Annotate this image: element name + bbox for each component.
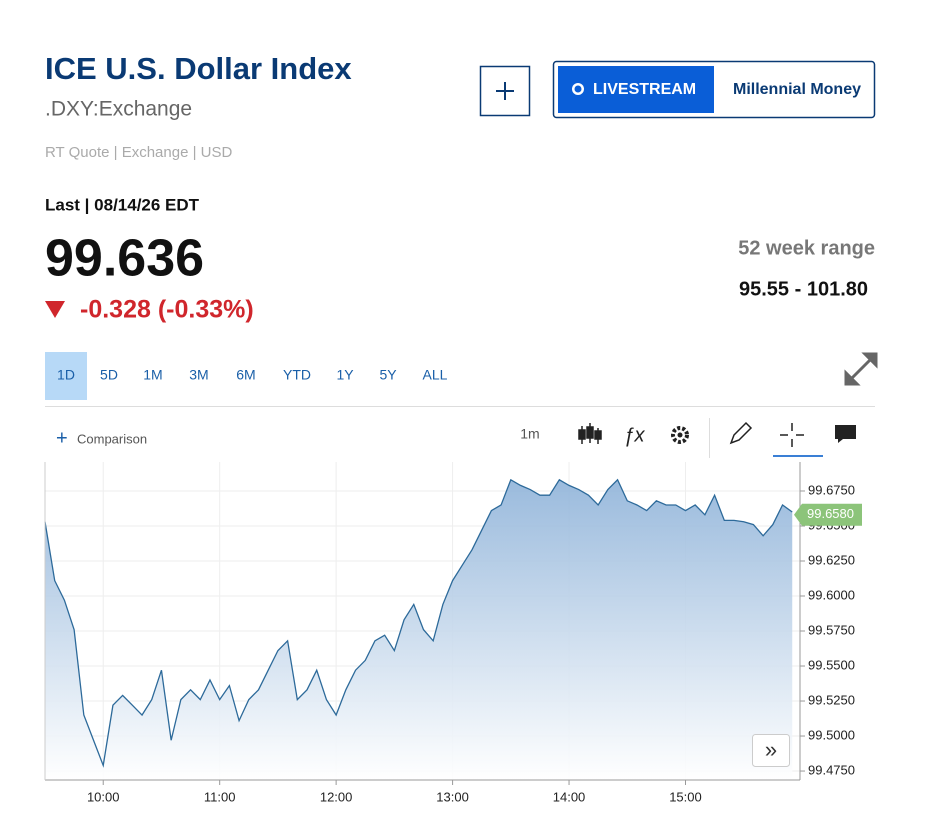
- comment-icon[interactable]: [835, 425, 856, 443]
- x-tick-label: 12:00: [320, 789, 353, 804]
- livestream-button[interactable]: LIVESTREAM: [558, 66, 714, 113]
- current-price-label: 99.6580: [807, 506, 854, 521]
- tab[interactable]: ALL: [423, 367, 448, 383]
- tab[interactable]: 1Y: [336, 367, 354, 383]
- y-tick-label: 99.6750: [808, 482, 855, 497]
- tab[interactable]: 1M: [143, 367, 162, 383]
- show-name[interactable]: Millennial Money: [733, 81, 861, 98]
- x-tick-label: 14:00: [553, 789, 586, 804]
- down-arrow: [45, 301, 65, 318]
- interval[interactable]: 1m: [520, 426, 539, 442]
- price: 99.636: [45, 230, 204, 288]
- livestream-label: LIVESTREAM: [593, 81, 696, 98]
- y-tick-label: 99.6000: [808, 587, 855, 602]
- y-tick-label: 99.4750: [808, 762, 855, 777]
- tab-active-bg: [45, 352, 87, 400]
- x-tick-label: 11:00: [204, 789, 236, 804]
- x-tick-label: 13:00: [436, 789, 469, 804]
- quote-info: RT Quote | Exchange | USD: [45, 144, 232, 161]
- tab[interactable]: YTD: [283, 367, 311, 383]
- last-info: Last | 08/14/26 EDT: [45, 195, 200, 214]
- crosshair-icon[interactable]: [780, 423, 804, 447]
- y-tick-label: 99.5500: [808, 657, 855, 672]
- price-line: [44, 478, 793, 768]
- tab[interactable]: 1D: [57, 367, 75, 383]
- range-label: 52 week range: [738, 237, 875, 259]
- chart: 99.4750 99.5000 99.5250 99.5500 99.5750 99.60…: [44, 462, 862, 804]
- change: -0.328 (-0.33%): [80, 296, 254, 324]
- symbol: .DXY:Exchange: [45, 98, 192, 121]
- tab[interactable]: 6M: [236, 367, 255, 383]
- range-value: 95.55 - 101.80: [739, 278, 868, 300]
- x-tick-label: 10:00: [87, 789, 120, 804]
- y-tick-label: 99.6250: [808, 552, 855, 567]
- current-price-tag: [794, 503, 862, 526]
- title: ICE U.S. Dollar Index: [45, 51, 352, 86]
- indicator-icon[interactable]: ƒx: [623, 424, 645, 446]
- add-button[interactable]: [479, 65, 531, 117]
- settings-icon[interactable]: [671, 426, 689, 444]
- scroll-button[interactable]: »: [752, 734, 790, 767]
- x-tick-label: 15:00: [669, 789, 702, 804]
- y-tick-label: 99.5000: [808, 727, 855, 742]
- area-fill: [45, 479, 793, 780]
- tab[interactable]: 5Y: [379, 367, 397, 383]
- comparison[interactable]: Comparison: [77, 431, 147, 446]
- y-tick-label: 99.5250: [808, 692, 855, 707]
- tab[interactable]: 5D: [100, 367, 118, 383]
- draw-icon[interactable]: [729, 421, 753, 445]
- candle-icon[interactable]: [578, 423, 602, 444]
- tab[interactable]: 3M: [189, 367, 208, 383]
- expand-icon[interactable]: [844, 352, 878, 386]
- y-tick-label: 99.5750: [808, 622, 855, 637]
- scroll-icon: »: [765, 737, 777, 762]
- comparison-plus[interactable]: +: [56, 427, 68, 449]
